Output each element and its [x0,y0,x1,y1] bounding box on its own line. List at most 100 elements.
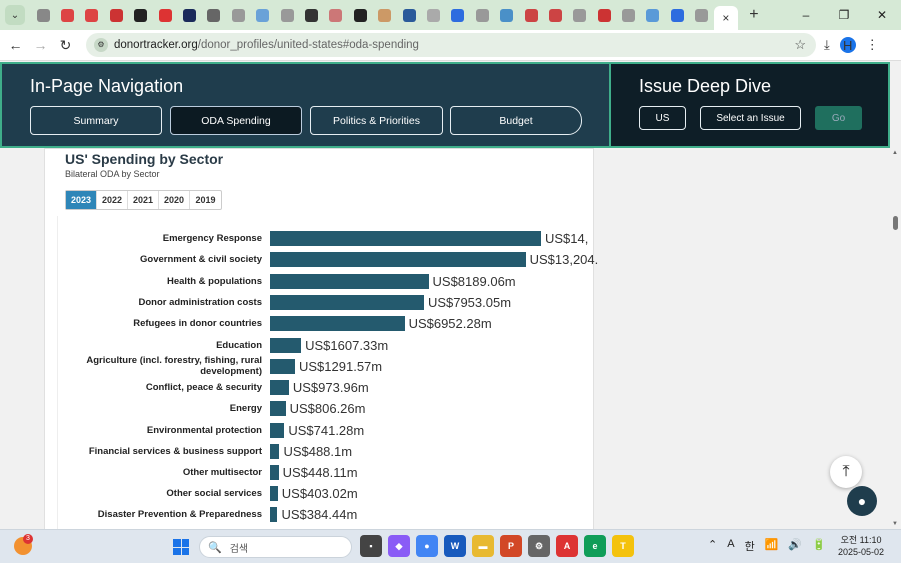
browser-tab[interactable] [177,0,201,30]
year-button-2022[interactable]: 2022 [97,191,128,209]
year-button-2019[interactable]: 2019 [195,195,216,205]
browser-tab[interactable] [690,0,714,30]
taskbar-app-icon[interactable]: ▪ [360,535,382,557]
taskbar-app-icon[interactable]: W [444,535,466,557]
browser-tab[interactable] [446,0,470,30]
nav-oda-spending-button[interactable]: ODA Spending [170,106,302,135]
browser-tab[interactable] [129,0,153,30]
back-button[interactable]: ← [8,37,23,53]
ime-language-indicator[interactable]: 한 [744,541,755,553]
page-scrollbar[interactable]: ▲ ▼ [890,148,901,529]
browser-tab[interactable] [226,0,250,30]
menu-kebab-icon[interactable]: ⋮ [865,37,879,52]
nav-budget-button[interactable]: Budget [450,106,582,135]
sector-bar[interactable] [270,486,278,501]
issue-deep-dive: Issue Deep Dive US Select an Issue Go [611,62,890,148]
sector-bar[interactable] [270,380,289,395]
year-button-2023[interactable]: 2023 [66,191,97,209]
battery-icon[interactable]: 🔋 [812,539,826,551]
year-button-2021[interactable]: 2021 [128,191,159,209]
active-tab[interactable]: × [713,6,738,30]
browser-tab[interactable] [470,0,494,30]
wifi-icon[interactable]: 📶 [764,539,779,551]
bookmark-star-icon[interactable]: ☆ [794,37,806,52]
browser-tab[interactable] [568,0,592,30]
browser-tab[interactable] [348,0,372,30]
taskbar-app-icon[interactable]: T [612,535,634,557]
tab-favicon-icon [646,8,660,22]
nav-politics-priorities-button[interactable]: Politics & Priorities [310,106,443,135]
volume-icon[interactable]: 🔊 [788,539,803,551]
browser-tab[interactable] [104,0,128,30]
year-button-2020[interactable]: 2020 [159,191,190,209]
browser-tab[interactable] [592,0,616,30]
bar-value-label: US$741.28m [288,423,365,438]
new-tab-button[interactable]: + [749,6,759,23]
restore-button[interactable]: ❐ [838,8,850,22]
browser-tab[interactable] [299,0,323,30]
address-bar[interactable]: ⚙ donortracker.org /donor_profiles/unite… [86,33,816,57]
tray-overflow-icon[interactable]: ⌃ [708,539,718,551]
browser-tab[interactable] [543,0,567,30]
taskbar-app-icon[interactable]: ⚙ [528,535,550,557]
taskbar-app-icon[interactable]: ▬ [472,535,494,557]
sector-bar[interactable] [270,338,302,353]
taskbar-app-icon[interactable]: ● [416,535,438,557]
sector-bar[interactable] [270,316,405,331]
sector-bar[interactable] [270,465,279,480]
go-button[interactable]: Go [815,106,862,130]
sector-bar[interactable] [270,252,526,267]
taskbar-search-input[interactable]: 🔍 검색 [199,536,352,558]
scroll-thumb[interactable] [893,216,898,230]
country-select[interactable]: US [639,106,686,130]
taskbar-app-icon[interactable]: e [584,535,606,557]
browser-tab[interactable] [519,0,543,30]
browser-tab[interactable] [202,0,226,30]
site-info-icon[interactable]: ⚙ [94,38,108,52]
browser-tab[interactable] [616,0,640,30]
browser-tab[interactable] [251,0,275,30]
cookie-icon: ● [857,493,867,509]
browser-tab[interactable] [397,0,421,30]
sector-bar[interactable] [270,444,280,459]
browser-tab[interactable] [80,0,104,30]
nav-summary-button[interactable]: Summary [30,106,162,135]
forward-button[interactable]: → [33,37,48,53]
sector-bar[interactable] [270,401,286,416]
scroll-down-icon[interactable]: ▼ [892,521,898,527]
sector-bar[interactable] [270,423,285,438]
taskbar-app-icon[interactable]: P [500,535,522,557]
issue-select[interactable]: Select an Issue [700,106,801,130]
browser-tab[interactable] [55,0,79,30]
browser-tab[interactable] [153,0,177,30]
sector-bar[interactable] [270,274,429,289]
browser-tab[interactable] [275,0,299,30]
sector-bar[interactable] [270,231,541,246]
profile-avatar[interactable]: H [839,37,856,53]
cookie-settings-button[interactable]: ● [847,486,877,516]
minimize-button[interactable]: – [802,8,810,22]
browser-tab[interactable] [494,0,518,30]
browser-tab[interactable] [372,0,396,30]
close-icon[interactable]: × [722,11,730,25]
taskbar-app-icon[interactable]: A [556,535,578,557]
taskbar-app-icon[interactable]: ◆ [388,535,410,557]
sector-bar[interactable] [270,507,278,522]
taskbar-clock[interactable]: 오전 11:10 2025-05-02 [838,534,884,558]
browser-tab[interactable] [31,0,55,30]
browser-tab[interactable] [324,0,348,30]
browser-tab[interactable] [641,0,665,30]
chevron-down-icon: ⌄ [10,9,20,21]
sector-bar[interactable] [270,295,424,310]
back-to-top-button[interactable]: ⤒ [830,456,862,488]
browser-tab[interactable] [665,0,689,30]
scroll-up-icon[interactable]: ▲ [892,150,898,156]
browser-tab[interactable] [421,0,445,30]
tab-search-button[interactable]: ⌄ [5,5,25,25]
sector-bar[interactable] [270,359,295,374]
download-icon[interactable]: ⤓ [824,37,830,52]
close-window-button[interactable]: ✕ [876,8,888,22]
reload-button[interactable]: ↻ [59,36,72,53]
ime-mode-indicator[interactable]: A [727,538,735,550]
windows-start-icon[interactable] [173,539,189,555]
